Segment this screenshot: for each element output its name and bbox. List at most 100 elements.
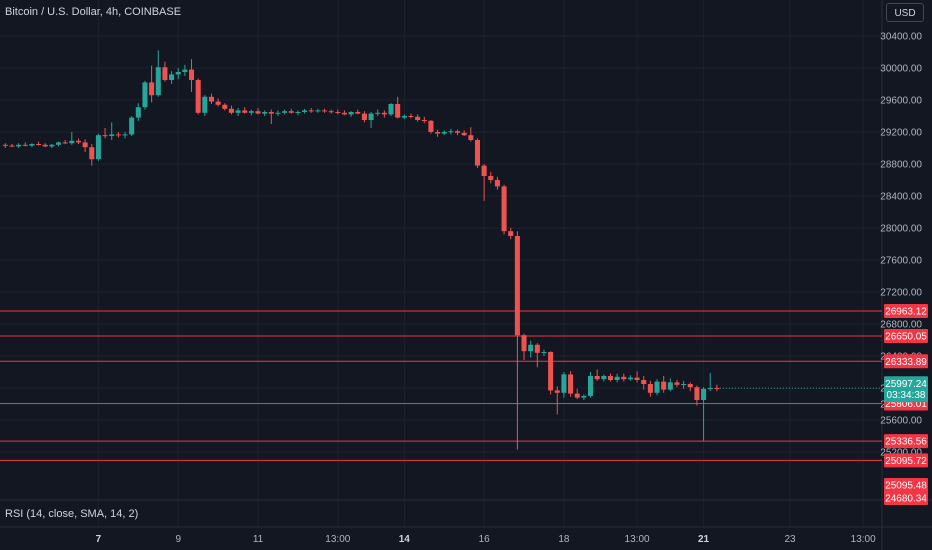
- candle: [508, 228, 514, 240]
- price-tick-label: 26800.00: [880, 320, 922, 331]
- candle-body: [155, 67, 161, 96]
- level-price-tag: 26650.05: [884, 328, 928, 343]
- candle: [215, 98, 221, 107]
- candle: [408, 113, 414, 119]
- candle: [302, 108, 308, 114]
- level-price-tag-bg: [884, 354, 928, 369]
- candle: [29, 143, 35, 148]
- candle-body: [681, 384, 687, 385]
- price-tick-label: 29600.00: [880, 96, 922, 107]
- time-tick-label: 13:00: [625, 534, 650, 545]
- candle: [368, 112, 374, 128]
- candle-body: [428, 120, 434, 132]
- candle: [282, 109, 288, 115]
- candle-body: [255, 111, 261, 114]
- candle-body: [122, 134, 128, 136]
- candle-body: [341, 112, 348, 115]
- candle-body: [654, 381, 660, 393]
- candle-body: [242, 110, 248, 113]
- level-price-tag: 26333.89: [884, 354, 928, 369]
- candle-body: [262, 112, 268, 114]
- candle: [115, 132, 121, 138]
- candle-body: [9, 145, 15, 147]
- level-price-tag-bg: [884, 478, 928, 492]
- candle-body: [534, 344, 540, 353]
- candle-body: [381, 112, 387, 115]
- candle: [488, 172, 494, 184]
- candle-body: [2, 144, 8, 146]
- candle-body: [142, 82, 148, 108]
- level-price-tag-text: 25336.56: [885, 437, 927, 448]
- candle: [355, 109, 361, 115]
- candle-body: [408, 116, 414, 117]
- candle: [401, 114, 407, 120]
- candle: [155, 50, 161, 97]
- candle: [348, 111, 354, 117]
- time-tick-label: 21: [698, 534, 710, 545]
- candle: [122, 132, 128, 139]
- candle-body: [235, 110, 241, 113]
- candle: [275, 110, 281, 116]
- candle: [574, 388, 580, 400]
- candle-body: [521, 335, 527, 352]
- candle-body: [574, 393, 580, 398]
- grid: [0, 0, 882, 527]
- candle: [36, 141, 42, 146]
- candle: [49, 144, 55, 148]
- level-price-tag-text: 26650.05: [885, 331, 927, 342]
- candle-body: [694, 387, 700, 400]
- candle: [129, 116, 135, 136]
- level-price-tag-bg: [884, 328, 928, 343]
- price-tick-label: 27600.00: [880, 256, 922, 267]
- chart-title: Bitcoin / U.S. Dollar, 4h, COINBASE: [5, 6, 182, 18]
- candle: [587, 372, 594, 398]
- time-tick-label: 14: [399, 534, 411, 545]
- candle-body: [129, 117, 135, 135]
- candle-body: [49, 144, 55, 147]
- candle-body: [55, 142, 62, 145]
- candle-body: [202, 96, 208, 113]
- candle-body: [321, 110, 328, 112]
- candle: [208, 93, 215, 104]
- candle-body: [348, 112, 354, 115]
- candle-body: [75, 140, 82, 143]
- price-tick-label: 25200.00: [880, 448, 922, 459]
- candle: [707, 372, 713, 392]
- candle: [468, 127, 474, 142]
- candle: [681, 380, 687, 389]
- level-price-tag-text: 26963.12: [885, 306, 927, 317]
- candle: [454, 129, 461, 136]
- candle-body: [607, 376, 614, 380]
- candle: [601, 374, 607, 382]
- candle-body: [514, 236, 520, 336]
- candle-body: [268, 112, 274, 114]
- candle: [321, 108, 328, 113]
- candle: [268, 109, 274, 124]
- level-price-tag-text: 24680.34: [885, 494, 927, 505]
- candle: [16, 143, 22, 148]
- candle-body: [448, 131, 454, 133]
- candle: [528, 340, 534, 358]
- candle-body: [627, 377, 633, 380]
- candle-body: [175, 72, 181, 75]
- candle: [534, 343, 540, 368]
- currency-button[interactable]: USD: [886, 3, 924, 22]
- candle-body: [435, 132, 441, 134]
- current-price-tag-bg: [884, 376, 928, 403]
- candle-body: [248, 111, 254, 113]
- rsi-indicator-label[interactable]: RSI (14, close, SMA, 14, 2): [5, 508, 139, 520]
- candle: [182, 64, 188, 76]
- candle: [647, 380, 653, 397]
- candle-body: [215, 101, 221, 105]
- candle: [69, 132, 75, 145]
- level-price-tag: 25095.72: [884, 453, 928, 468]
- candle-body: [661, 381, 667, 390]
- level-price-tag-text: 25095.72: [885, 456, 927, 467]
- level-price-tag-bg: [884, 491, 928, 505]
- candle: [395, 96, 401, 119]
- candle: [9, 144, 15, 148]
- level-price-tag-text: 25806.01: [885, 399, 927, 410]
- candle: [335, 109, 341, 115]
